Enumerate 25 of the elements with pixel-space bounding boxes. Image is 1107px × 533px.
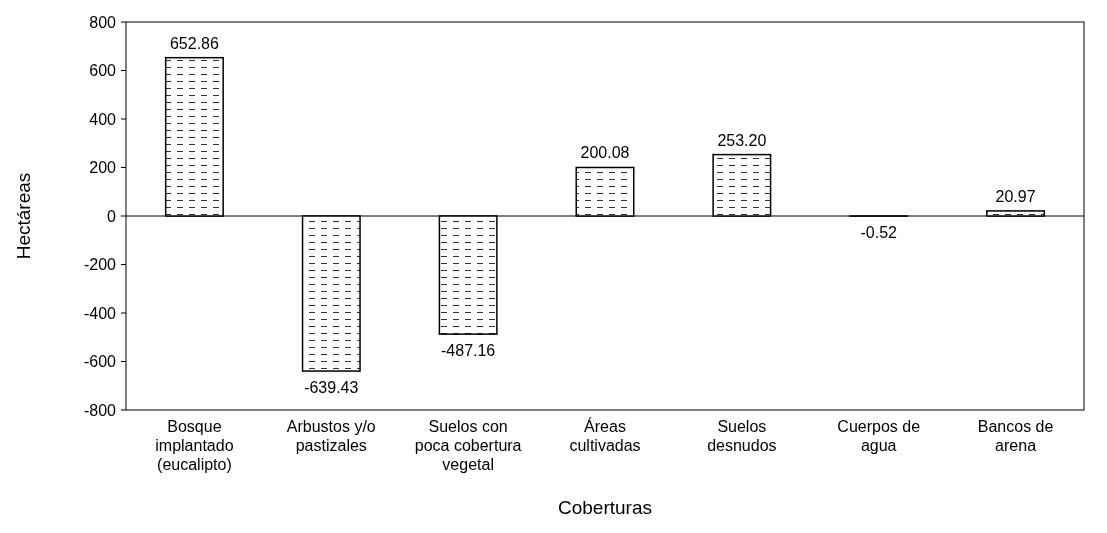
x-tick-label: Bancos de arena: [977, 418, 1054, 454]
data-label: 253.20: [717, 131, 767, 149]
x-axis-title: Coberturas: [558, 497, 652, 518]
x-tick-label: Cuerpos de agua: [837, 418, 921, 454]
x-tick-label: Áreas cultivadas: [569, 417, 641, 454]
y-axis-title: Hectáreas: [13, 172, 34, 260]
x-tick-label: Bosque implantado (eucalipto): [155, 418, 234, 473]
y-tick-label: 400: [89, 110, 117, 128]
y-tick-label: -400: [83, 304, 117, 322]
x-tick-label: Suelos con poca cobertura vegetal: [414, 418, 522, 473]
y-tick-label: -800: [83, 401, 117, 419]
y-tick-label: 600: [89, 62, 117, 80]
y-tick-label: -600: [83, 353, 117, 371]
y-tick-label: 0: [107, 207, 117, 225]
data-label: 20.97: [995, 187, 1036, 205]
data-label: -639.43: [304, 379, 359, 397]
data-label: 200.08: [580, 144, 630, 162]
y-tick-label: -200: [83, 256, 117, 274]
data-label: -487.16: [441, 342, 496, 360]
y-tick-label: 800: [89, 13, 117, 31]
data-label: -0.52: [860, 224, 898, 242]
x-tick-label: Arbustos y/o pastizales: [286, 418, 376, 454]
data-label: 652.86: [169, 34, 219, 52]
y-tick-label: 200: [89, 159, 117, 177]
x-tick-label: Suelos desnudos: [707, 418, 777, 454]
